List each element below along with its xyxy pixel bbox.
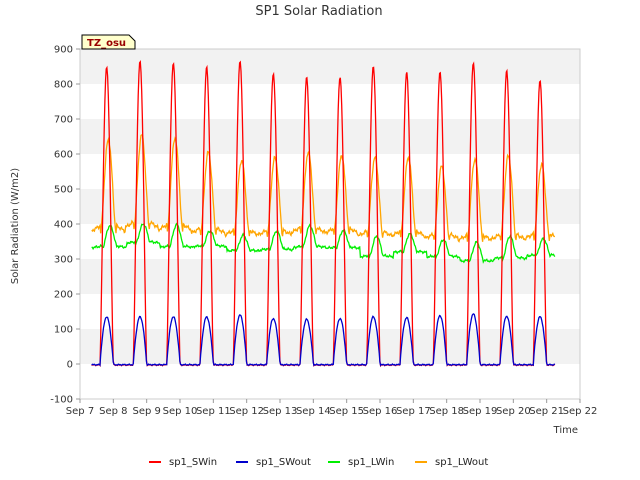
y-tick-label: 200 (54, 290, 73, 301)
plot-bands (80, 49, 580, 399)
grid-band (80, 294, 580, 329)
y-tick-label: 800 (54, 80, 73, 91)
x-tick-label: Sep 17 (396, 406, 431, 417)
x-tick-label: Sep 20 (496, 406, 531, 417)
y-tick-label: 700 (54, 115, 73, 126)
y-tick-label: 600 (54, 150, 73, 161)
y-tick-label: 900 (54, 45, 73, 56)
x-tick-label: Sep 14 (296, 406, 331, 417)
x-tick-label: Sep 22 (563, 406, 598, 417)
grid-band (80, 154, 580, 189)
x-axis-title: Time (553, 425, 578, 436)
y-tick-label: 400 (54, 220, 73, 231)
x-tick-label: Sep 12 (229, 406, 264, 417)
grid-band (80, 119, 580, 154)
y-tick-label: 300 (54, 255, 73, 266)
x-tick-label: Sep 10 (163, 406, 198, 417)
grid-band (80, 189, 580, 224)
series-line-sp1_SWout (91, 313, 556, 367)
y-tick-label: 100 (54, 325, 73, 336)
site-tag-label: TZ_osu (87, 38, 126, 49)
x-tick-label: Sep 11 (196, 406, 231, 417)
x-tick-label: Sep 18 (429, 406, 464, 417)
legend-label: sp1_SWin (169, 457, 217, 468)
x-tick-label: Sep 15 (329, 406, 364, 417)
legend-label: sp1_LWin (348, 457, 394, 468)
grid-band (80, 84, 580, 119)
grid-band (80, 364, 580, 399)
x-tick-label: Sep 21 (529, 406, 564, 417)
y-tick-label: 0 (67, 360, 73, 371)
site-tag: TZ_osu (81, 34, 136, 50)
x-tick-label: Sep 19 (463, 406, 498, 417)
x-tick-label: Sep 13 (263, 406, 298, 417)
y-tick-label: -100 (50, 395, 73, 406)
chart-title: SP1 Solar Radiation (255, 4, 382, 19)
y-tick-label: 500 (54, 185, 73, 196)
site-tag-box (81, 34, 136, 50)
x-tick-label: Sep 9 (132, 406, 160, 417)
grid-band (80, 259, 580, 294)
x-tick-label: Sep 7 (66, 406, 94, 417)
legend-label: sp1_LWout (435, 457, 488, 468)
grid-band (80, 49, 580, 84)
x-tick-label: Sep 16 (363, 406, 398, 417)
legend-label: sp1_SWout (256, 457, 311, 468)
series-lines (91, 60, 556, 368)
x-tick-label: Sep 8 (99, 406, 127, 417)
legend: sp1_SWin sp1_SWout sp1_LWin sp1_LWout (149, 457, 488, 468)
y-axis-title: Solar Radiation (W/m2) (10, 168, 21, 284)
y-axis: -100 0 100 200 300 400 500 600 700 800 900 (50, 45, 80, 406)
grid-band (80, 329, 580, 364)
